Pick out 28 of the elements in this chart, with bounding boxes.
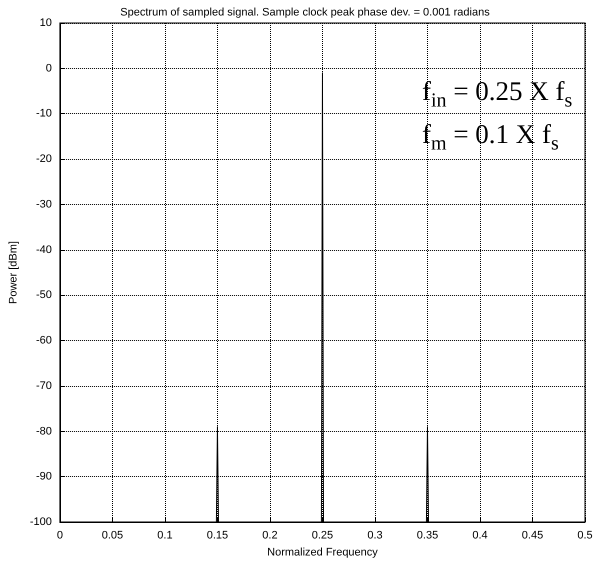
annotation: f$_{m}$ = 0.1 X f$_{s}$: [422, 118, 560, 157]
y-tick-label: 10: [40, 17, 52, 29]
x-tick-label: 0.2: [262, 530, 278, 542]
x-tick-label: 0.25: [312, 530, 334, 542]
x-tick-label: 0: [56, 530, 63, 542]
x-tick-label: 0.3: [367, 530, 383, 542]
y-tick-label: -80: [36, 425, 52, 438]
y-tick-label: 0: [46, 62, 52, 74]
y-tick-label: -20: [36, 153, 52, 166]
y-tick-label: -40: [36, 244, 52, 256]
y-tick-label: -60: [36, 334, 52, 347]
x-tick-label: 0.15: [206, 530, 228, 542]
x-tick-label: 0.35: [416, 530, 438, 542]
y-axis-title: Power [dBm]: [8, 241, 20, 304]
y-tick-label: -10: [36, 108, 52, 120]
x-tick-label: 0.05: [102, 530, 124, 542]
y-tick-label: -100: [30, 516, 52, 528]
annotation: f$_{in}$ = 0.25 X f$_{s}$: [422, 75, 572, 114]
x-tick-label: 0.5: [577, 530, 593, 542]
x-tick-label: 0.1: [157, 530, 173, 542]
x-axis-title: Normalized Frequency: [267, 546, 378, 558]
y-tick-label: -90: [36, 470, 52, 483]
y-tick-label: -30: [36, 198, 52, 210]
chart-title: Spectrum of sampled signal. Sample clock peak phase dev. = 0.001 radians: [120, 6, 490, 18]
y-tick-label: -50: [36, 289, 52, 302]
y-tick-label: -70: [36, 380, 52, 392]
x-tick-label: 0.45: [522, 530, 544, 542]
x-tick-label: 0.4: [472, 530, 488, 542]
